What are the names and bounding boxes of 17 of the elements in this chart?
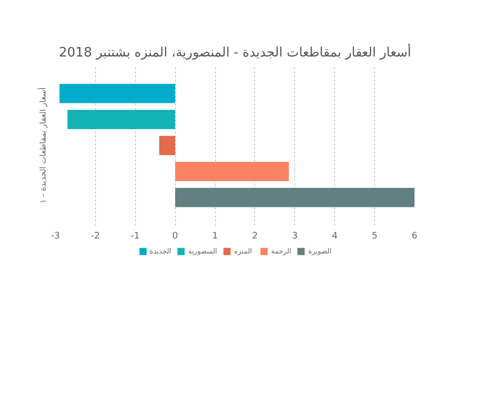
x-tick-label: -3 — [51, 232, 60, 242]
bar — [67, 110, 176, 130]
x-tick-label: 6 — [412, 232, 418, 242]
bar — [175, 162, 289, 182]
x-tick-label: 0 — [172, 232, 178, 242]
bar — [59, 84, 176, 104]
x-tick-label: -1 — [130, 232, 140, 242]
x-tick-label: 4 — [332, 232, 338, 242]
x-tick-label: 2 — [252, 232, 258, 242]
bar — [159, 136, 176, 156]
y-axis-title: أسعار العقار بمقاطعات الجديدة - ١ — [38, 87, 48, 204]
x-tick-label: 1 — [212, 232, 218, 242]
x-tick-label: 3 — [292, 232, 298, 242]
x-tick-label: 5 — [372, 232, 378, 242]
bar — [175, 188, 414, 208]
x-tick-label: -2 — [90, 232, 100, 242]
chart-title: أسعار العقار بمقاطعات الجديدة - المنصورية، المنزه بشتنبر 2018 — [58, 44, 412, 60]
